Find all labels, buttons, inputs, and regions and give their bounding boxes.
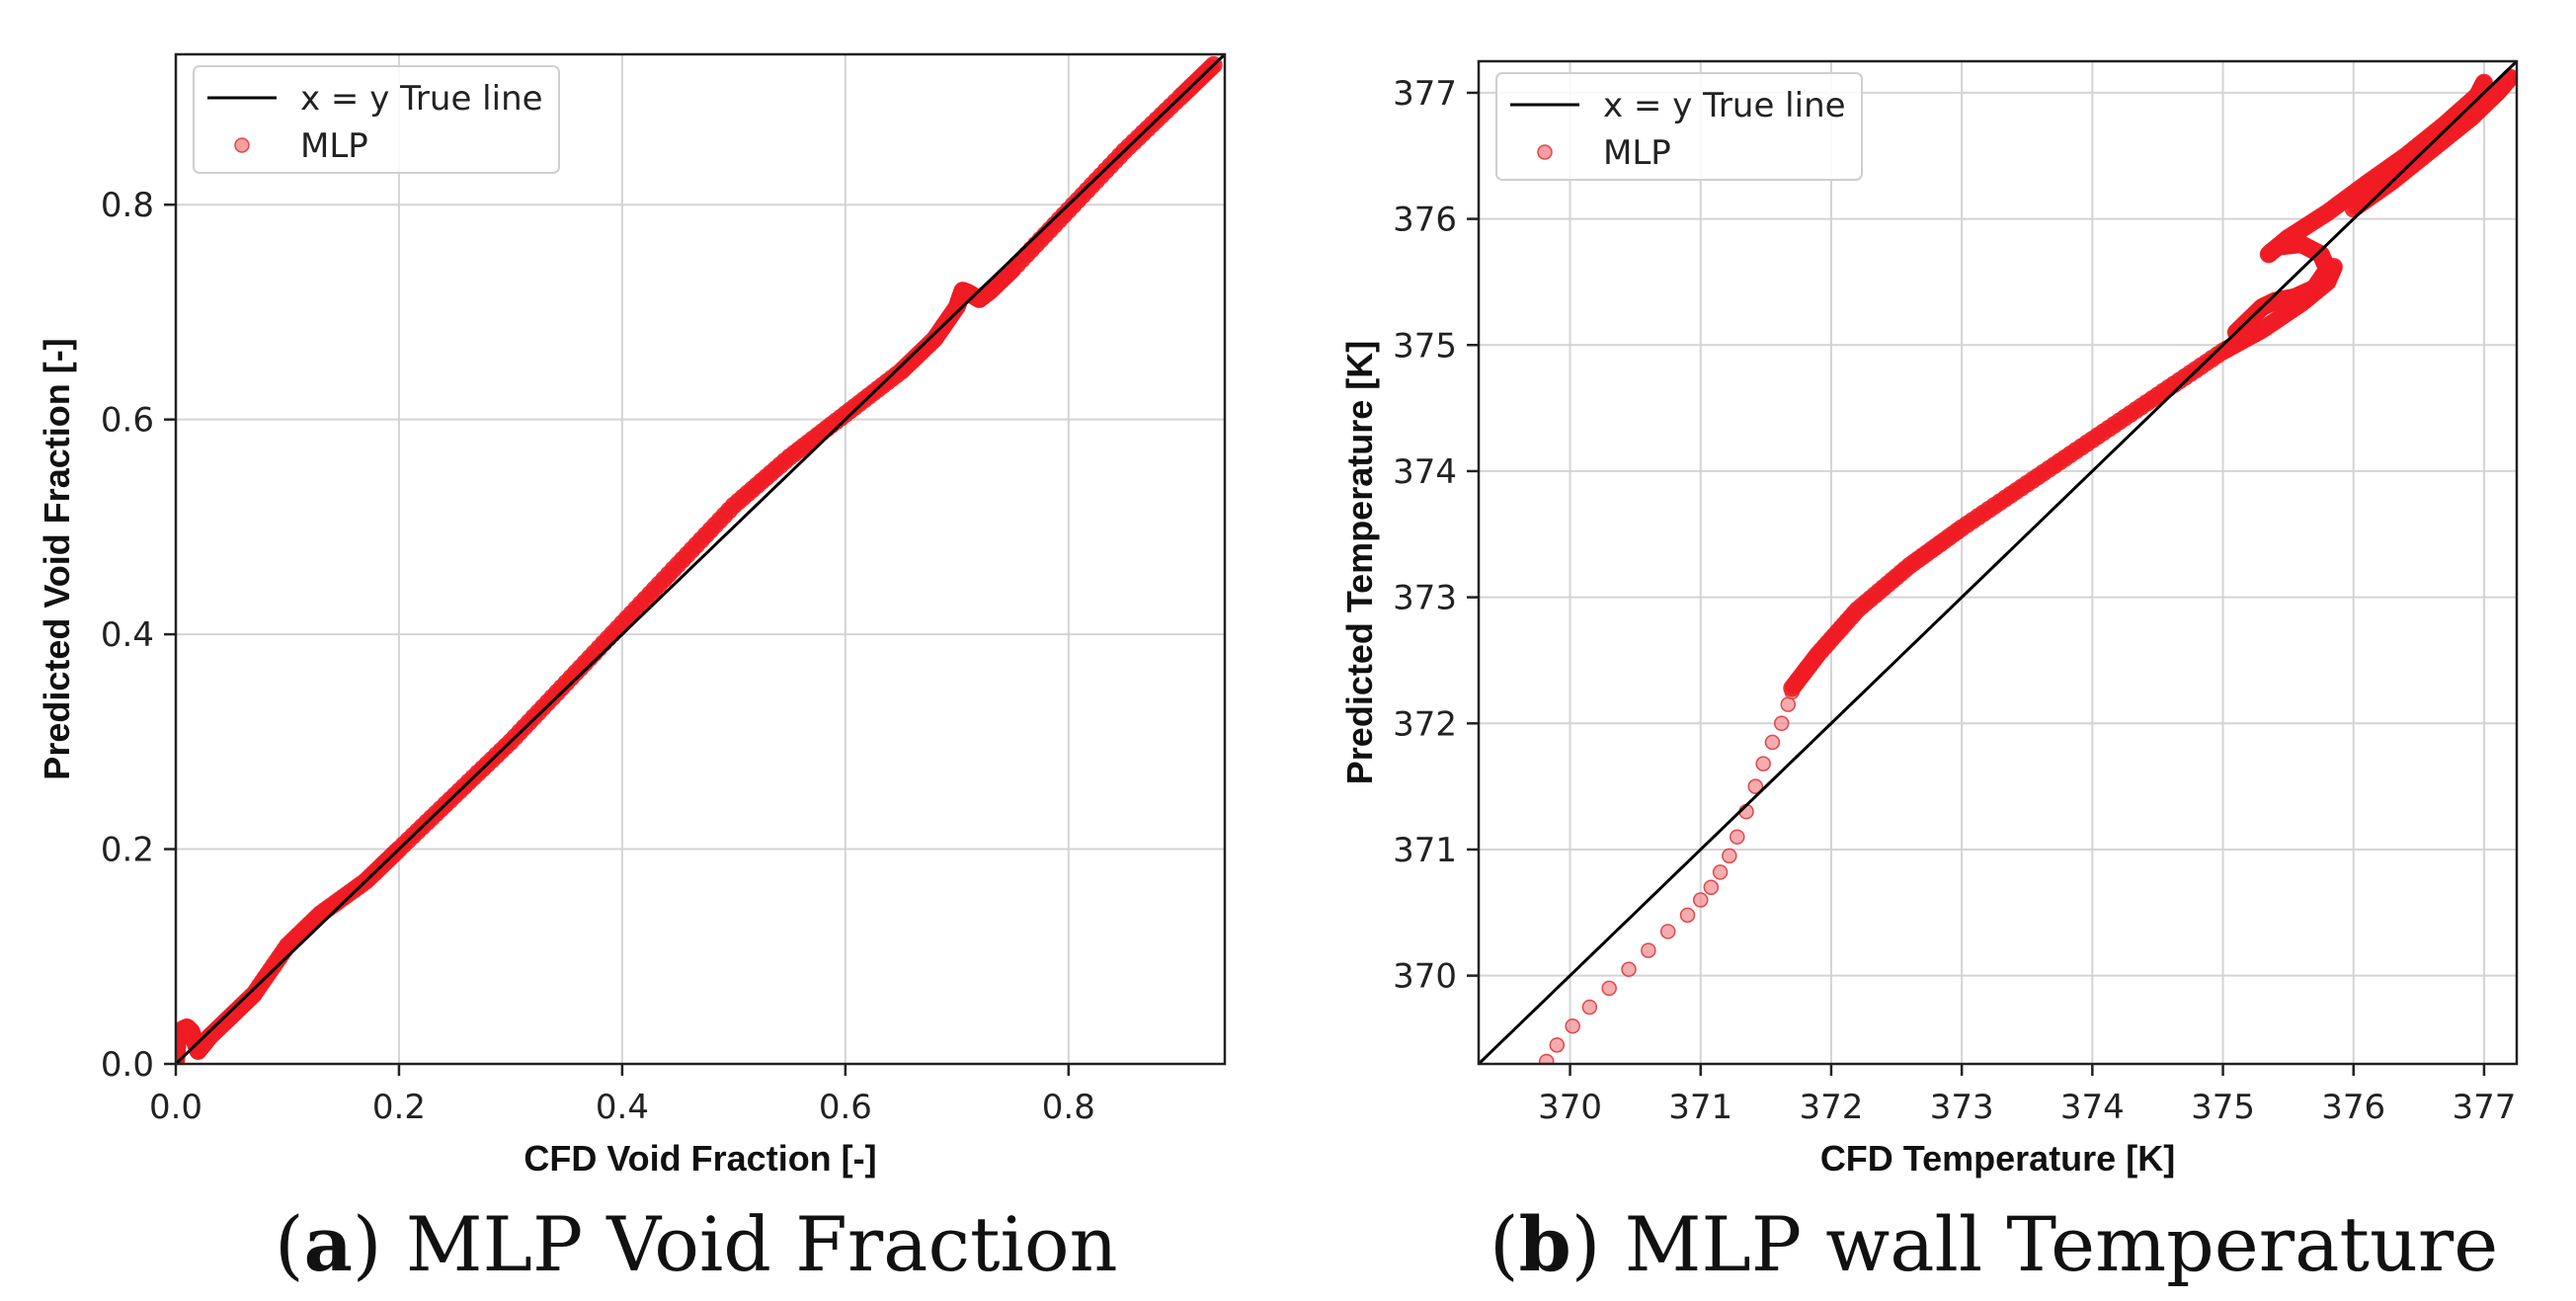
caption-a: (a) MLP Void Fraction bbox=[275, 1200, 1118, 1288]
mlp-point bbox=[1722, 848, 1737, 864]
mlp-point bbox=[1621, 961, 1637, 977]
x-tick-label: 375 bbox=[2191, 1088, 2255, 1127]
true-line bbox=[1479, 61, 2517, 1064]
legend-label-true-line: x = y True line bbox=[1603, 86, 1846, 125]
x-tick-label: 0.0 bbox=[149, 1088, 202, 1127]
x-axis-title: CFD Void Fraction [-] bbox=[523, 1138, 876, 1179]
chart-panel-b: 370 371 372 373 374 375 376 377 370 371 372 373 374 3… bbox=[1339, 59, 2519, 1179]
legend-box bbox=[1495, 72, 1863, 181]
mlp-point bbox=[1679, 907, 1696, 924]
x-tick-label: 0.8 bbox=[1042, 1088, 1095, 1127]
x-tick-label: 373 bbox=[1930, 1088, 1994, 1127]
legend-label-mlp: MLP bbox=[300, 126, 368, 166]
axes-frame bbox=[1477, 59, 2519, 1066]
mlp-point bbox=[1581, 999, 1598, 1016]
caption-b-text: MLP wall Temperature bbox=[1624, 1200, 2499, 1288]
x-tick-label: 374 bbox=[2060, 1088, 2125, 1127]
mlp-point bbox=[1730, 829, 1745, 845]
caption-a-text: MLP Void Fraction bbox=[405, 1200, 1118, 1288]
y-tick-label: 370 bbox=[1393, 957, 1457, 997]
mlp-point bbox=[1780, 696, 1797, 712]
mlp-point bbox=[1641, 942, 1656, 958]
y-tick-label: 0.2 bbox=[101, 831, 154, 870]
mlp-point bbox=[1747, 778, 1764, 794]
mlp-point bbox=[1601, 980, 1617, 997]
legend-marker-swatch bbox=[234, 137, 250, 153]
y-axis-title: Predicted Temperature [K] bbox=[1339, 341, 1380, 784]
y-tick-label: 377 bbox=[1393, 74, 1457, 114]
y-tick-label: 376 bbox=[1393, 201, 1457, 240]
mlp-point bbox=[1549, 1037, 1566, 1053]
plot-area bbox=[1479, 61, 2517, 1064]
mlp-point bbox=[1692, 892, 1709, 908]
y-tick-label: 375 bbox=[1393, 326, 1457, 366]
plot-area bbox=[176, 54, 1225, 1064]
y-tick-label: 0.0 bbox=[101, 1045, 154, 1085]
x-tick-label: 372 bbox=[1799, 1088, 1863, 1127]
legend-label-true-line: x = y True line bbox=[300, 79, 543, 119]
x-tick-label: 0.4 bbox=[596, 1088, 649, 1127]
mlp-point bbox=[1773, 715, 1790, 732]
x-tick-label: 377 bbox=[2452, 1088, 2516, 1127]
x-tick-label: 371 bbox=[1668, 1088, 1732, 1127]
mlp-point bbox=[1659, 924, 1676, 939]
mlp-point bbox=[1712, 864, 1729, 880]
chart-panel-a: 0.0 0.2 0.4 0.6 0.8 0.0 0.2 0.4 0.6 0.8 CFD Void F… bbox=[37, 52, 1227, 1179]
x-tick-label: 0.6 bbox=[819, 1088, 872, 1127]
x-tick-label: 0.2 bbox=[372, 1088, 426, 1127]
y-tick-label: 374 bbox=[1393, 452, 1457, 492]
legend-box bbox=[193, 65, 560, 174]
mlp-point bbox=[1764, 734, 1781, 751]
legend-marker-swatch bbox=[1537, 144, 1553, 160]
true-line bbox=[176, 54, 1225, 1064]
mlp-point bbox=[1703, 879, 1720, 896]
y-tick-label: 371 bbox=[1393, 831, 1457, 870]
x-tick-label: 370 bbox=[1538, 1088, 1602, 1127]
mlp-point bbox=[1538, 1053, 1555, 1064]
x-tick-label: 376 bbox=[2321, 1088, 2385, 1127]
mlp-point bbox=[1565, 1017, 1580, 1034]
axes-frame bbox=[174, 52, 1227, 1066]
y-tick-label: 373 bbox=[1393, 579, 1457, 618]
caption-b: (b) MLP wall Temperature bbox=[1489, 1200, 2499, 1288]
legend-label-mlp: MLP bbox=[1603, 133, 1671, 173]
y-tick-label: 0.4 bbox=[101, 615, 154, 655]
y-tick-label: 0.6 bbox=[101, 401, 154, 441]
caption-b-letter: b bbox=[1518, 1200, 1571, 1288]
mlp-point bbox=[1755, 756, 1771, 772]
y-axis-title: Predicted Void Fraction [-] bbox=[37, 338, 77, 779]
y-tick-label: 0.8 bbox=[101, 186, 154, 225]
caption-a-letter: a bbox=[303, 1200, 353, 1288]
x-axis-title: CFD Temperature [K] bbox=[1820, 1138, 2175, 1179]
y-tick-label: 372 bbox=[1393, 704, 1457, 744]
